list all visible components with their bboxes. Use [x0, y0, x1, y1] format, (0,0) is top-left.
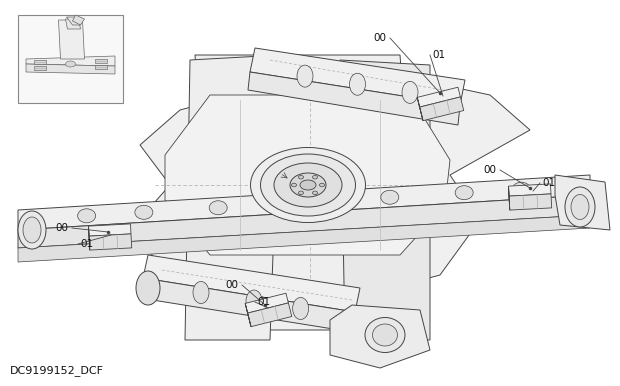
Polygon shape [508, 184, 551, 196]
Ellipse shape [455, 186, 473, 200]
FancyBboxPatch shape [18, 15, 123, 103]
Polygon shape [555, 175, 610, 230]
Polygon shape [508, 186, 510, 210]
Ellipse shape [381, 190, 399, 204]
Polygon shape [247, 303, 292, 327]
Polygon shape [509, 194, 552, 210]
Ellipse shape [209, 201, 227, 215]
Ellipse shape [135, 205, 153, 219]
Polygon shape [165, 95, 450, 255]
Polygon shape [250, 48, 465, 105]
Ellipse shape [565, 187, 595, 227]
Ellipse shape [319, 183, 324, 187]
Ellipse shape [402, 81, 418, 103]
Polygon shape [73, 15, 84, 25]
Polygon shape [330, 305, 430, 368]
Polygon shape [89, 224, 131, 236]
Polygon shape [140, 278, 355, 332]
Ellipse shape [274, 163, 342, 207]
Polygon shape [34, 60, 46, 64]
Polygon shape [18, 215, 590, 262]
Polygon shape [420, 97, 464, 121]
Polygon shape [95, 65, 107, 69]
Polygon shape [89, 234, 131, 250]
Ellipse shape [298, 176, 304, 179]
Ellipse shape [298, 191, 304, 195]
Ellipse shape [193, 281, 209, 303]
Ellipse shape [246, 290, 262, 312]
Ellipse shape [250, 147, 366, 222]
Ellipse shape [365, 318, 405, 352]
Text: 00: 00 [55, 223, 68, 233]
Ellipse shape [78, 209, 95, 223]
Text: 01: 01 [542, 178, 555, 188]
Ellipse shape [61, 58, 81, 71]
Polygon shape [18, 175, 590, 230]
Polygon shape [26, 56, 115, 66]
Polygon shape [245, 303, 251, 327]
Ellipse shape [290, 173, 326, 197]
Ellipse shape [260, 154, 355, 216]
Polygon shape [245, 293, 288, 313]
Polygon shape [185, 55, 280, 340]
Ellipse shape [293, 298, 309, 320]
Text: 01: 01 [80, 239, 93, 249]
Polygon shape [417, 97, 423, 121]
Polygon shape [89, 226, 90, 250]
Polygon shape [66, 17, 81, 25]
Polygon shape [34, 66, 46, 70]
Ellipse shape [312, 176, 317, 179]
Ellipse shape [66, 61, 76, 67]
Ellipse shape [300, 180, 316, 190]
Polygon shape [26, 64, 115, 74]
Polygon shape [340, 60, 430, 340]
Ellipse shape [512, 182, 530, 196]
Polygon shape [195, 55, 420, 330]
Text: DC9199152_DCF: DC9199152_DCF [10, 365, 104, 376]
Text: 00: 00 [225, 280, 238, 290]
Polygon shape [417, 87, 461, 107]
Polygon shape [130, 65, 530, 310]
Polygon shape [66, 19, 81, 29]
Polygon shape [248, 72, 460, 125]
Polygon shape [58, 20, 84, 59]
Ellipse shape [297, 65, 313, 87]
Ellipse shape [291, 183, 296, 187]
Polygon shape [143, 255, 360, 312]
Ellipse shape [571, 195, 589, 220]
Ellipse shape [350, 73, 366, 95]
Ellipse shape [18, 211, 46, 249]
Text: 01: 01 [432, 50, 445, 60]
Ellipse shape [373, 324, 397, 346]
Polygon shape [95, 59, 107, 63]
Text: 00: 00 [373, 33, 386, 43]
Ellipse shape [23, 217, 41, 243]
Polygon shape [18, 195, 590, 248]
Text: 00: 00 [483, 165, 496, 175]
Text: 01: 01 [257, 297, 270, 307]
Ellipse shape [136, 271, 160, 305]
Ellipse shape [312, 191, 317, 195]
